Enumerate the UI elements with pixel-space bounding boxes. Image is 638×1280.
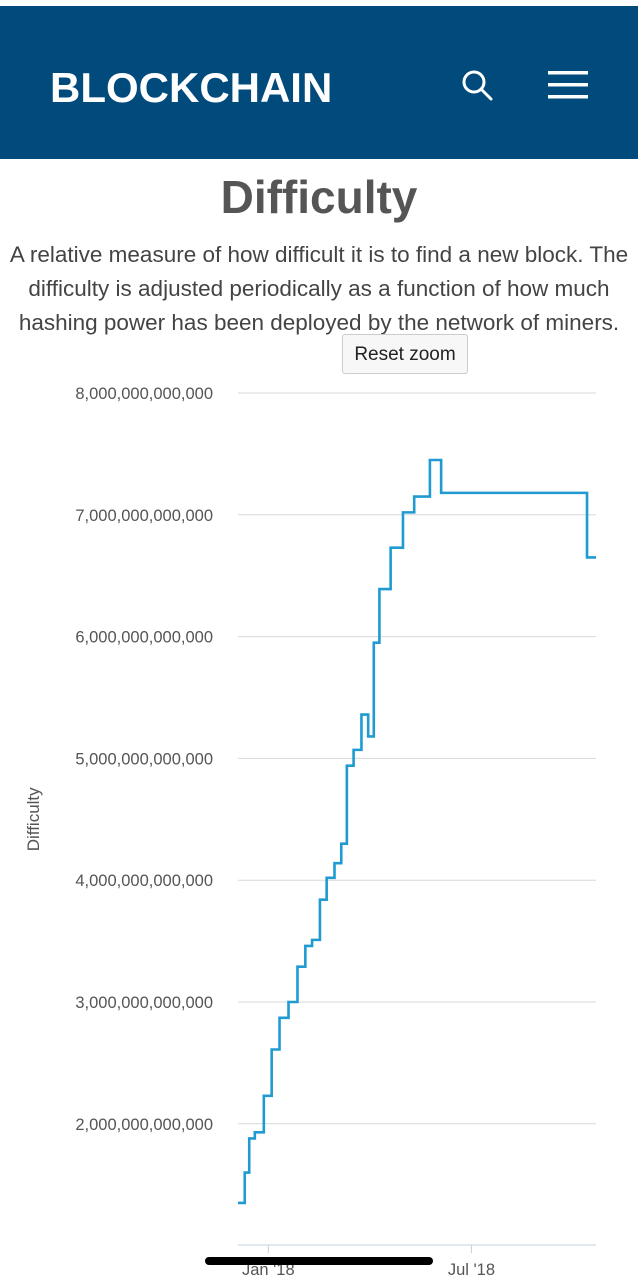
y-tick-label: 7,000,000,000,000 [75, 507, 213, 525]
brand-logo[interactable]: BLOCKCHAIN [50, 64, 333, 111]
top-navigation-bar: BLOCKCHAIN [0, 6, 638, 159]
y-tick-label: 8,000,000,000,000 [75, 385, 213, 403]
y-tick-label: 6,000,000,000,000 [75, 629, 213, 647]
y-tick-label: 5,000,000,000,000 [75, 750, 213, 768]
y-tick-label: 2,000,000,000,000 [75, 1116, 213, 1134]
status-bar [0, 0, 638, 6]
y-tick-label: 4,000,000,000,000 [75, 872, 213, 890]
x-tick-label: Jul '18 [448, 1261, 495, 1279]
page-title: Difficulty [220, 171, 418, 223]
difficulty-series-line [238, 458, 596, 1205]
search-icon[interactable] [458, 66, 498, 106]
x-tick-label: Jan '18 [242, 1261, 295, 1279]
home-indicator [205, 1257, 433, 1265]
page-description: A relative measure of how difficult it i… [9, 242, 629, 335]
y-axis-label: Difficulty [24, 787, 43, 851]
hamburger-menu-icon[interactable] [546, 68, 590, 104]
y-tick-label: 3,000,000,000,000 [75, 994, 213, 1012]
difficulty-chart[interactable]: 2,000,000,000,000 3,000,000,000,000 4,000,… [0, 370, 638, 1280]
reset-zoom-button[interactable]: Reset zoom [342, 334, 468, 374]
